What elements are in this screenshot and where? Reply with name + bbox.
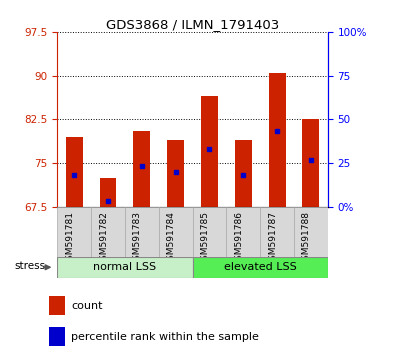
Bar — [294, 32, 328, 207]
Bar — [294, 207, 328, 257]
Text: GSM591782: GSM591782 — [99, 211, 108, 266]
Bar — [193, 257, 328, 278]
Text: stress: stress — [14, 261, 45, 271]
Text: GSM591786: GSM591786 — [234, 211, 243, 266]
Bar — [134, 131, 150, 207]
Bar — [66, 137, 83, 207]
Bar — [125, 207, 159, 257]
Title: GDS3868 / ILMN_1791403: GDS3868 / ILMN_1791403 — [106, 18, 279, 31]
Text: normal LSS: normal LSS — [93, 262, 156, 272]
Bar — [57, 207, 91, 257]
Bar — [303, 120, 320, 207]
Bar — [125, 32, 159, 207]
Text: GSM591785: GSM591785 — [201, 211, 209, 266]
Text: GSM591787: GSM591787 — [268, 211, 277, 266]
Bar — [167, 140, 184, 207]
Text: GSM591788: GSM591788 — [302, 211, 311, 266]
Bar — [201, 96, 218, 207]
Bar — [49, 327, 65, 346]
Text: GSM591783: GSM591783 — [133, 211, 142, 266]
Bar — [100, 178, 117, 207]
Text: elevated LSS: elevated LSS — [224, 262, 297, 272]
Bar — [193, 207, 226, 257]
Bar — [226, 32, 260, 207]
Bar — [159, 32, 193, 207]
Bar — [57, 32, 91, 207]
Bar — [193, 32, 226, 207]
Bar — [57, 257, 193, 278]
Bar — [260, 207, 294, 257]
Text: percentile rank within the sample: percentile rank within the sample — [71, 331, 259, 342]
Bar — [159, 207, 193, 257]
Bar — [269, 73, 286, 207]
Text: GSM591781: GSM591781 — [65, 211, 74, 266]
Bar — [226, 207, 260, 257]
Bar — [235, 140, 252, 207]
Text: count: count — [71, 301, 103, 310]
Bar — [91, 207, 125, 257]
Text: GSM591784: GSM591784 — [167, 211, 176, 266]
Bar — [49, 296, 65, 315]
Bar — [260, 32, 294, 207]
Bar — [91, 32, 125, 207]
